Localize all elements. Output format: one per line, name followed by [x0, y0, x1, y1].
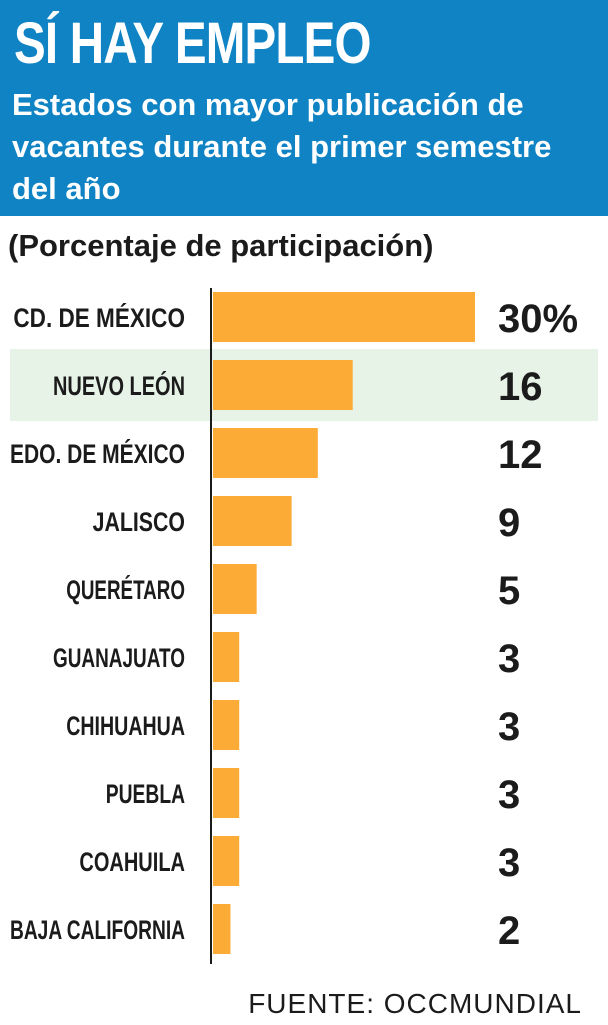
bar [213, 360, 353, 410]
page-subtitle: Estados con mayor publicación de vacante… [12, 87, 552, 206]
value-label: 9 [498, 501, 520, 545]
unit-label: (Porcentaje de participación) [8, 228, 434, 263]
value-label: 16 [498, 365, 543, 409]
bar-chart: CD. DE MÉXICO 30% NUEVO LEÓN 16 EDO. DE MÉXI… [10, 288, 598, 964]
page-title: SÍ HAY EMPLEO [14, 11, 372, 76]
category-label: EDO. DE MÉXICO [10, 438, 185, 469]
category-label: GUANAJUATO [53, 643, 185, 673]
bar [213, 836, 240, 886]
value-label: 12 [498, 433, 543, 477]
category-label: BAJA CALIFORNIA [10, 915, 185, 945]
category-label: NUEVO LEÓN [53, 370, 185, 401]
value-label: 5 [498, 569, 520, 613]
value-label: 3 [498, 637, 520, 681]
bar [213, 496, 292, 546]
bar [213, 428, 318, 478]
value-label: 3 [498, 705, 520, 749]
value-label: 30% [498, 297, 578, 341]
category-label: PUEBLA [106, 779, 185, 809]
bar [213, 632, 240, 682]
bar [213, 564, 257, 614]
value-label: 3 [498, 773, 520, 817]
bar [213, 292, 475, 342]
category-label: CD. DE MÉXICO [13, 302, 185, 333]
value-label: 2 [498, 909, 520, 953]
value-label: 3 [498, 841, 520, 885]
source-note: FUENTE: OCCMUNDIAL [248, 988, 582, 1019]
header-banner: SÍ HAY EMPLEO Estados con mayor publicac… [0, 0, 608, 216]
bar [213, 768, 240, 818]
bar [213, 904, 231, 954]
bar [213, 700, 240, 750]
category-label: CHIHUAHUA [66, 711, 185, 741]
category-label: JALISCO [93, 507, 185, 537]
category-label: COAHUILA [79, 847, 185, 877]
category-label: QUERÉTARO [66, 574, 185, 605]
